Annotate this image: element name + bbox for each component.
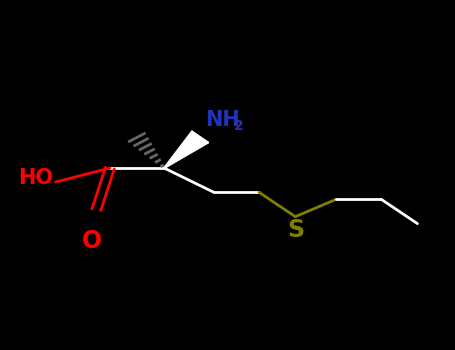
Text: O: O <box>82 229 102 253</box>
Text: HO: HO <box>18 168 53 188</box>
Text: NH: NH <box>205 110 240 130</box>
Text: 2: 2 <box>234 119 244 133</box>
Polygon shape <box>164 131 209 168</box>
Text: S: S <box>287 218 304 243</box>
